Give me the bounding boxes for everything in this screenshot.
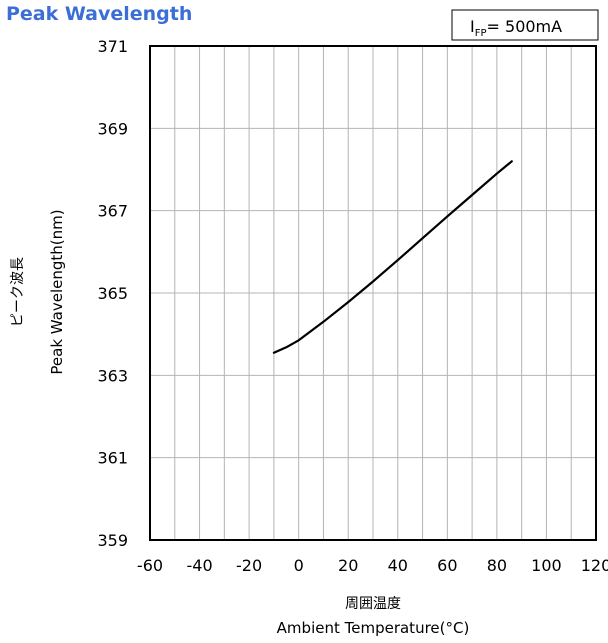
condition-value: = 500mA [487, 17, 563, 36]
y-tick-label: 365 [97, 284, 128, 303]
x-tick-label: 60 [437, 556, 457, 575]
x-tick-label: -40 [186, 556, 212, 575]
condition-box-frame [451, 9, 599, 41]
y-tick-labels: 359 361 363 365 367 369 371 [97, 37, 128, 550]
chart-title: Peak Wavelength [6, 3, 192, 25]
x-axis-label-jp: 周囲温度 [345, 596, 401, 612]
y-tick-label: 369 [97, 119, 128, 138]
grid [150, 46, 596, 540]
x-tick-label: 100 [531, 556, 562, 575]
x-axis-label: Ambient Temperature(°C) [277, 619, 470, 637]
x-tick-labels: -60 -40 -20 0 20 40 60 80 100 120 [137, 556, 608, 575]
y-tick-label: 361 [97, 449, 128, 468]
condition-label: IFP= 500mA [470, 17, 562, 39]
condition-symbol: I [470, 17, 475, 36]
x-tick-label: -20 [236, 556, 262, 575]
plot-frame [149, 45, 597, 541]
x-tick-label: 0 [294, 556, 304, 575]
series-group [272, 160, 513, 354]
condition-box: IFP= 500mA [451, 9, 599, 41]
y-tick-label: 359 [97, 531, 128, 550]
x-tick-label: 120 [581, 556, 608, 575]
x-tick-label: 80 [487, 556, 507, 575]
y-axis-label: Peak Wavelength(nm) [48, 209, 66, 374]
y-tick-label: 363 [97, 366, 128, 385]
y-tick-label: 371 [97, 37, 128, 56]
x-tick-label: -60 [137, 556, 163, 575]
y-tick-label: 367 [97, 202, 128, 221]
x-tick-label: 20 [338, 556, 358, 575]
series-line [272, 160, 513, 354]
y-axis-label-jp: ピーク波長 [10, 257, 26, 327]
condition-subscript: FP [475, 28, 487, 39]
x-tick-label: 40 [388, 556, 408, 575]
